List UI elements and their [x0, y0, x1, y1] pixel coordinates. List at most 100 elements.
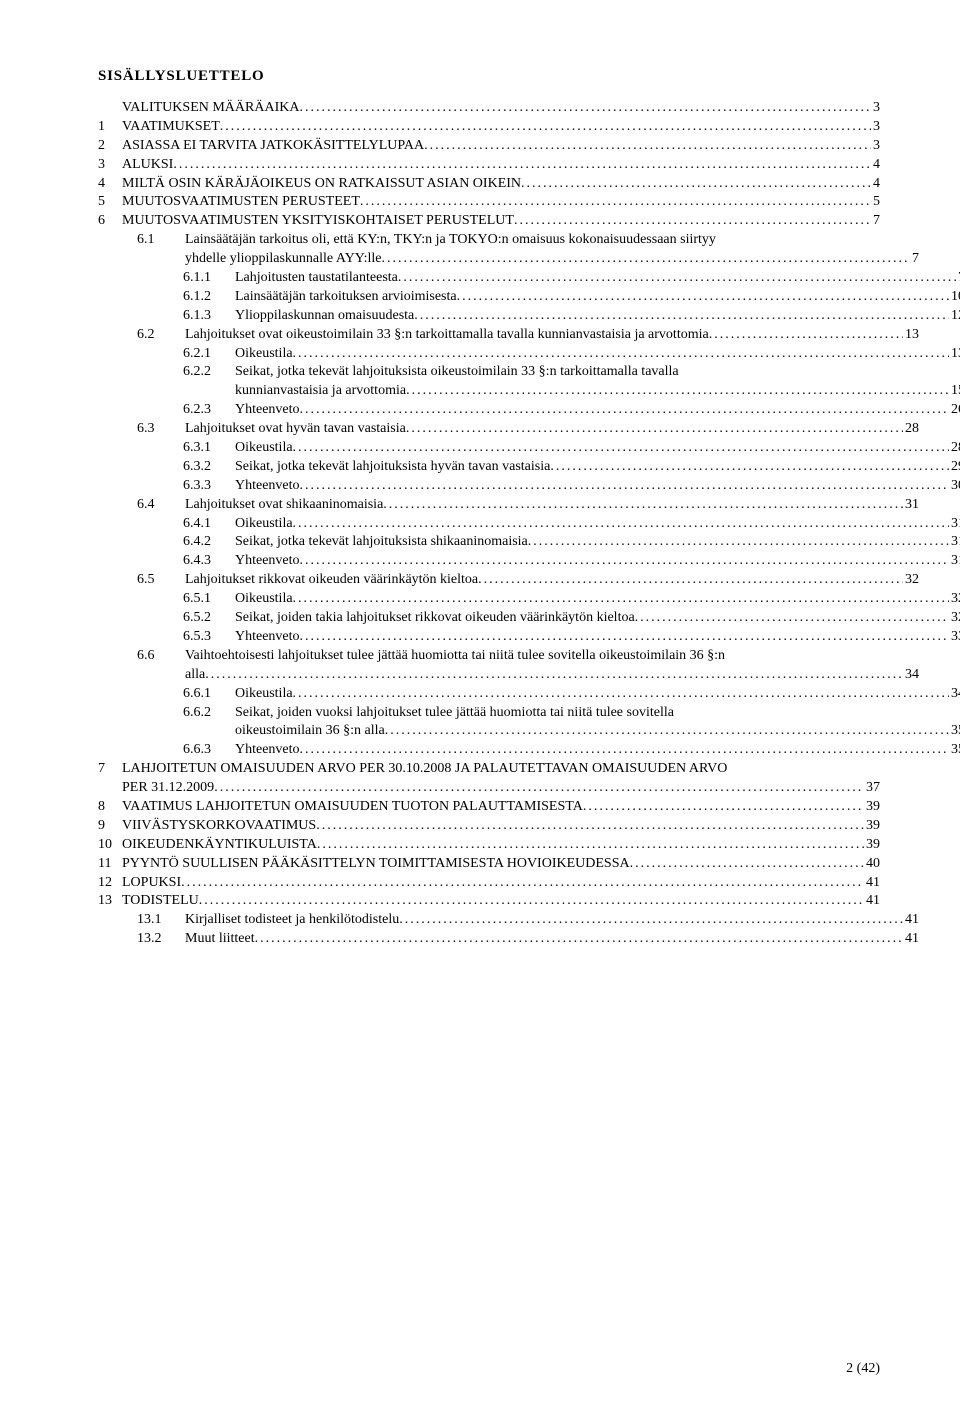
- toc-label: PER 31.12.2009: [122, 779, 214, 798]
- toc-row: 6.1.2Lainsäätäjän tarkoituksen arvioimis…: [98, 288, 960, 307]
- toc-leader: [709, 326, 903, 345]
- toc-number: 6.4.3: [183, 552, 235, 571]
- toc-label: Seikat, jotka tekevät lahjoituksista hyv…: [235, 458, 550, 477]
- toc-row: PER 31.12.2009 37: [98, 779, 880, 798]
- toc-number: 6.4.2: [183, 533, 235, 552]
- toc-leader: [457, 288, 949, 307]
- toc-number: 6.2.2: [183, 363, 235, 382]
- toc-number: 1: [98, 118, 122, 137]
- toc-page: 28: [903, 420, 919, 439]
- toc-label: Seikat, joiden takia lahjoitukset rikkov…: [235, 609, 635, 628]
- toc-leader: [205, 666, 903, 685]
- toc-page: 32: [903, 571, 919, 590]
- toc-row: 12LOPUKSI41: [98, 874, 880, 893]
- toc-page: 13: [949, 345, 960, 364]
- toc-page: 5: [871, 193, 880, 212]
- toc-row: 6.3.2Seikat, jotka tekevät lahjoituksist…: [98, 458, 960, 477]
- toc-number: 6.5: [137, 571, 185, 590]
- toc-page: 37: [864, 779, 880, 798]
- toc-page: 41: [903, 930, 919, 949]
- toc-label: ALUKSI: [122, 156, 173, 175]
- toc-row: 6.6.1Oikeustila34: [98, 685, 960, 704]
- page-footer: 2 (42): [846, 1361, 880, 1377]
- toc-leader: [173, 156, 871, 175]
- toc-row: 6.2.1Oikeustila13: [98, 345, 960, 364]
- toc-page: 3: [871, 137, 880, 156]
- toc-label: oikeustoimilain 36 §:n alla: [235, 722, 385, 741]
- toc-page: 35: [949, 741, 960, 760]
- toc-number: 6.3.3: [183, 477, 235, 496]
- toc-page: 30: [949, 477, 960, 496]
- toc-page: 35: [949, 722, 960, 741]
- toc-label: Lahjoitukset rikkovat oikeuden väärinkäy…: [185, 571, 478, 590]
- toc-row: 6.1.3Ylioppilaskunnan omaisuudesta12: [98, 307, 960, 326]
- toc-page: 15: [949, 382, 960, 401]
- toc-number: 6.4.1: [183, 515, 235, 534]
- toc-leader: [317, 836, 864, 855]
- toc-row: 6.4.3Yhteenveto31: [98, 552, 960, 571]
- toc-label: Lahjoitusten taustatilanteesta: [235, 269, 398, 288]
- toc-leader: [181, 874, 864, 893]
- toc-page: 31: [949, 552, 960, 571]
- toc-label: VAATIMUKSET: [122, 118, 220, 137]
- toc-page: 34: [903, 666, 919, 685]
- toc-row: 6.6.2Seikat, joiden vuoksi lahjoitukset …: [98, 704, 960, 723]
- toc-leader: [383, 496, 903, 515]
- toc-number: 2: [98, 137, 122, 156]
- toc-leader: [630, 855, 864, 874]
- toc-label: VALITUKSEN MÄÄRÄAIKA: [122, 99, 299, 118]
- toc-leader: [521, 175, 871, 194]
- toc-number: 11: [98, 855, 122, 874]
- toc-row: 11PYYNTÖ SUULLISEN PÄÄKÄSITTELYN TOIMITT…: [98, 855, 880, 874]
- toc-row: 13TODISTELU41: [98, 892, 880, 911]
- toc-row: 6.4.1Oikeustila31: [98, 515, 960, 534]
- toc-leader: [360, 193, 871, 212]
- toc-row: 3ALUKSI4: [98, 156, 880, 175]
- toc-label: Yhteenveto: [235, 401, 300, 420]
- toc-number: 6: [98, 212, 122, 231]
- toc-row: 6.5.3Yhteenveto33: [98, 628, 960, 647]
- toc-row: 6.2.2Seikat, jotka tekevät lahjoituksist…: [98, 363, 960, 382]
- toc-page: 3: [871, 99, 880, 118]
- toc-page: 32: [949, 609, 960, 628]
- toc-row: 6.2.3Yhteenveto26: [98, 401, 960, 420]
- toc-number: 6.6.3: [183, 741, 235, 760]
- toc-leader: [293, 590, 949, 609]
- toc-row: 6.1Lainsäätäjän tarkoitus oli, että KY:n…: [98, 231, 919, 250]
- toc-row: 1VAATIMUKSET 3: [98, 118, 880, 137]
- toc-title: SISÄLLYSLUETTELO: [98, 68, 880, 85]
- toc-page: 12: [949, 307, 960, 326]
- toc-number: 13.1: [137, 911, 185, 930]
- toc-page: 26: [949, 401, 960, 420]
- toc-label: Lahjoitukset ovat oikeustoimilain 33 §:n…: [185, 326, 709, 345]
- toc-leader: [293, 685, 949, 704]
- toc-page: 7: [871, 212, 880, 231]
- toc-leader: [293, 345, 949, 364]
- toc-row: VALITUKSEN MÄÄRÄAIKA 3: [98, 99, 880, 118]
- toc-label: Yhteenveto: [235, 477, 300, 496]
- toc-label: Oikeustila: [235, 439, 293, 458]
- toc-row: 9VIIVÄSTYSKORKOVAATIMUS39: [98, 817, 880, 836]
- toc-leader: [414, 307, 949, 326]
- toc-label: Oikeustila: [235, 515, 293, 534]
- toc-row: 6.3Lahjoitukset ovat hyvän tavan vastais…: [98, 420, 919, 439]
- toc-label: LAHJOITETUN OMAISUUDEN ARVO PER 30.10.20…: [122, 760, 727, 779]
- toc-page: 4: [871, 175, 880, 194]
- toc-number: 6.1.2: [183, 288, 235, 307]
- toc-row: 6.5.1Oikeustila32: [98, 590, 960, 609]
- toc-page: 34: [949, 685, 960, 704]
- toc-number: 13: [98, 892, 122, 911]
- toc-leader: [424, 137, 871, 156]
- toc-page: 7: [910, 250, 919, 269]
- toc-number: 6.5.1: [183, 590, 235, 609]
- toc-number: 3: [98, 156, 122, 175]
- toc-page: 7: [956, 269, 960, 288]
- toc-number: 6.3.2: [183, 458, 235, 477]
- toc-label: Lainsäätäjän tarkoitus oli, että KY:n, T…: [185, 231, 716, 250]
- toc-leader: [399, 911, 903, 930]
- toc-row: oikeustoimilain 36 §:n alla 35: [98, 722, 960, 741]
- toc-page: 3: [871, 118, 880, 137]
- toc-number: 6.5.3: [183, 628, 235, 647]
- toc-number: 13.2: [137, 930, 185, 949]
- toc-page: 29: [949, 458, 960, 477]
